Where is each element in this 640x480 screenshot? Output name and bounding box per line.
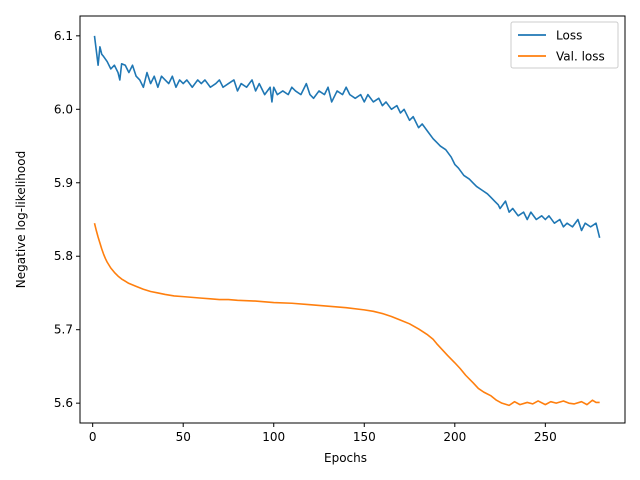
x-axis-label: Epochs [324,451,367,465]
y-tick-label: 6.1 [54,29,73,43]
y-axis-label: Negative log-likelihood [14,151,28,288]
series-line-loss [93,35,601,239]
x-tick-label: 150 [353,430,376,444]
x-tick-label: 200 [443,430,466,444]
x-tick-label: 250 [534,430,557,444]
y-tick-label: 6.0 [54,102,73,116]
series-layer [93,35,601,407]
axes-frame [79,15,626,424]
x-axis-ticks: 0 50 100 150 200 250 [89,423,557,444]
y-tick-label: 5.9 [54,176,73,190]
x-tick-label: 100 [262,430,285,444]
plot-area [79,15,626,424]
y-tick-label: 5.8 [54,249,73,263]
legend-label-loss: Loss [556,29,582,43]
y-tick-label: 5.6 [54,396,73,410]
y-tick-label: 5.7 [54,323,73,337]
x-tick-label: 0 [89,430,97,444]
legend: Loss Val. loss [510,21,619,69]
y-axis-ticks: 5.6 5.7 5.8 5.9 6.0 6.1 [54,29,80,410]
series-line-val-loss [93,222,600,407]
legend-label-val-loss: Val. loss [556,50,605,64]
x-tick-label: 50 [176,430,191,444]
